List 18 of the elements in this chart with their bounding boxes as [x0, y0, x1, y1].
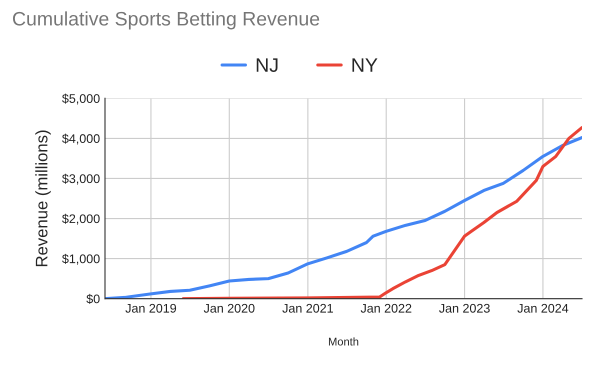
- y-tick-label: $5,000: [62, 94, 100, 104]
- legend-label: NY: [352, 58, 378, 72]
- y-tick-label: $3,000: [62, 174, 100, 185]
- y-tick-label: $4,000: [62, 134, 100, 145]
- y-axis-title: Revenue (millions): [35, 130, 51, 266]
- y-tick-label: $2,000: [62, 214, 100, 225]
- x-tick-label: Jan 2022: [360, 304, 412, 313]
- x-axis-title: Month: [328, 337, 358, 346]
- line-series: [182, 126, 582, 299]
- legend-label: NJ: [256, 58, 278, 72]
- x-tick-label: Jan 2020: [204, 304, 255, 313]
- y-tick-label: $1,000: [62, 254, 100, 265]
- x-tick-label: Jan 2019: [125, 304, 176, 313]
- chart-title: Cumulative Sports Betting Revenue: [12, 11, 320, 30]
- y-tick-label: $0: [86, 294, 100, 304]
- x-tick-label: Jan 2021: [282, 304, 333, 313]
- x-tick-label: Jan 2023: [439, 304, 490, 313]
- x-tick-label: Jan 2024: [517, 304, 568, 313]
